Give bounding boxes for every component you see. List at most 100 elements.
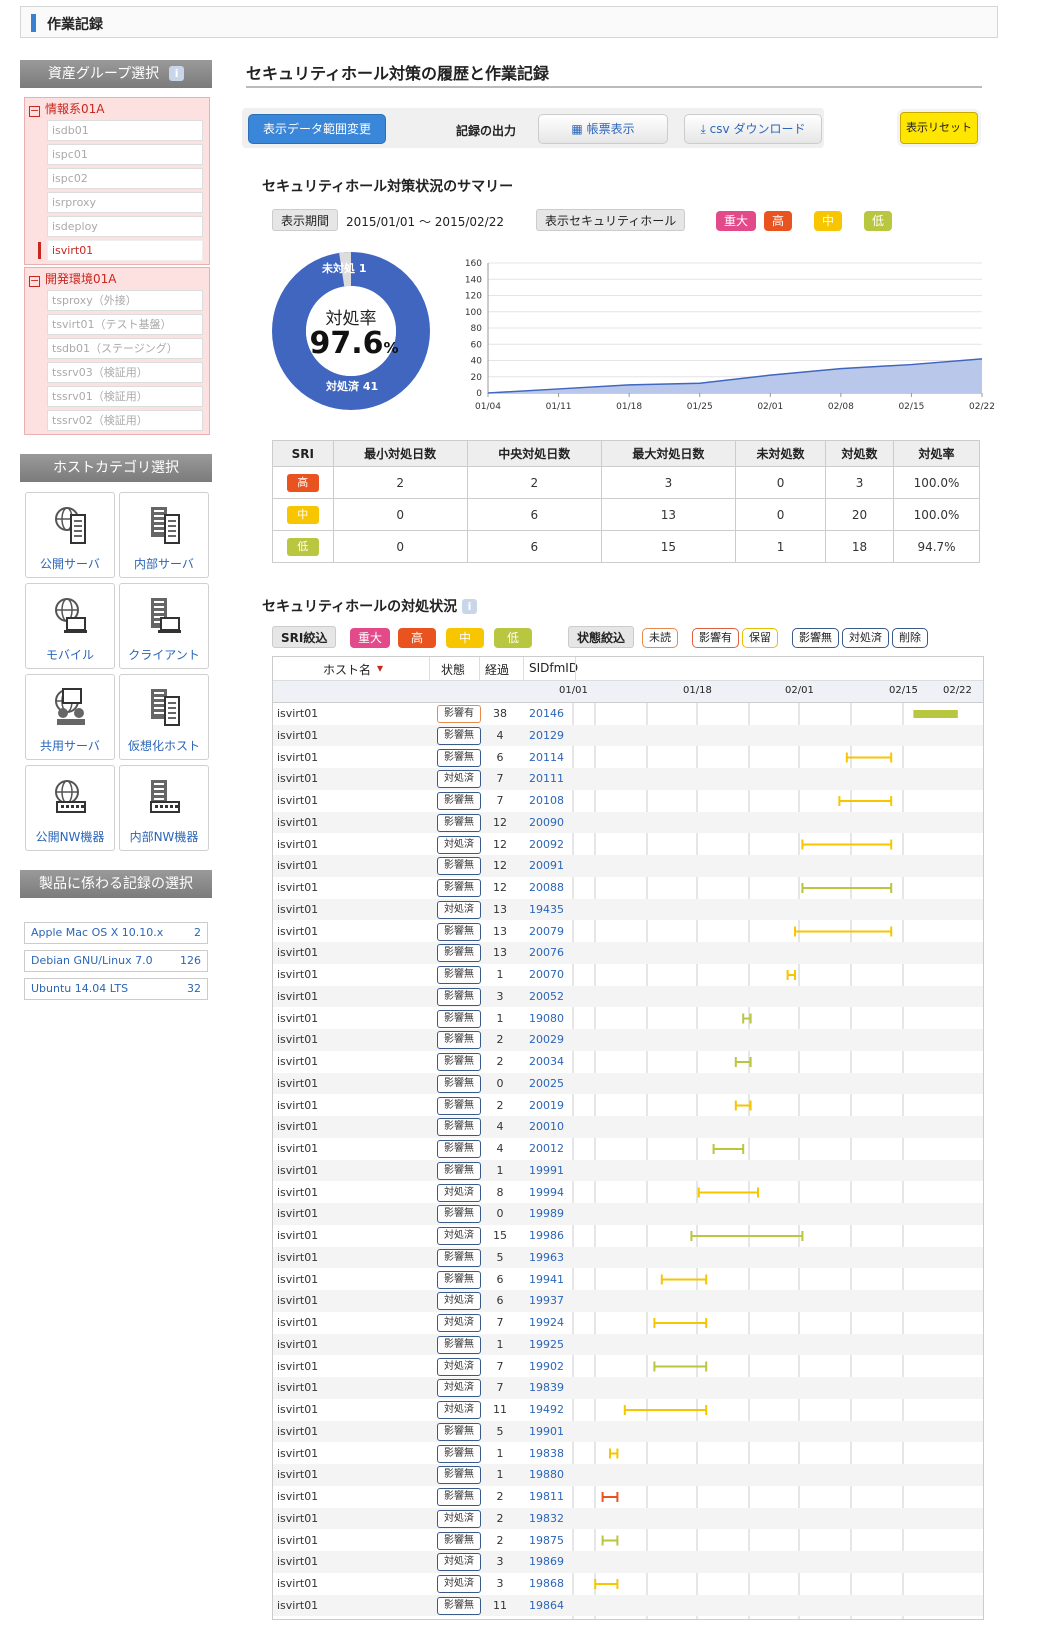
sidfm-id-link[interactable]: 20111	[529, 772, 564, 786]
state-badge[interactable]: 対処済	[437, 1183, 481, 1202]
state-filter-tag[interactable]: 影響有	[692, 628, 739, 648]
gantt-row[interactable]: isvirt01 対処済 6 19937	[273, 1290, 983, 1312]
sidfm-id-link[interactable]: 19925	[529, 1337, 564, 1351]
sidfm-id-link[interactable]: 20092	[529, 837, 564, 851]
state-badge[interactable]: 対処済	[437, 1575, 481, 1593]
sri-filter-tag[interactable]: 中	[446, 628, 484, 648]
sidfm-id-link[interactable]: 19901	[529, 1424, 564, 1438]
state-badge[interactable]: 影響無	[437, 1531, 481, 1550]
state-badge[interactable]: 影響無	[437, 1205, 481, 1224]
sidfm-id-link[interactable]: 20114	[529, 750, 564, 764]
sidfm-id-link[interactable]: 19869	[529, 1555, 564, 1569]
gantt-row[interactable]: isvirt01 影響無 2 19811	[273, 1486, 983, 1508]
gantt-row[interactable]: isvirt01 影響無 4 20012	[273, 1138, 983, 1160]
sri-filter-tag[interactable]: 高	[398, 628, 436, 648]
gantt-row[interactable]: isvirt01 対処済 7 19924	[273, 1312, 983, 1334]
gantt-row[interactable]: isvirt01 影響無 11 19864	[273, 1594, 983, 1617]
host-category-0[interactable]: 公開サーバ	[25, 492, 115, 578]
state-badge[interactable]: 対処済	[437, 1292, 481, 1311]
gantt-header-1[interactable]: 状態	[441, 663, 466, 677]
host-category-5[interactable]: 仮想化ホスト	[119, 674, 209, 760]
asset-item[interactable]: tssrv02（検証用）	[47, 410, 203, 431]
sidfm-id-link[interactable]: 19924	[529, 1316, 564, 1329]
sidfm-id-link[interactable]: 19880	[529, 1468, 564, 1482]
state-badge[interactable]: 影響無	[437, 1248, 481, 1267]
sidfm-id-link[interactable]: 20091	[529, 859, 564, 873]
asset-item[interactable]: tsproxy（外接）	[47, 290, 203, 311]
state-badge[interactable]: 影響無	[437, 748, 481, 767]
state-filter-tag[interactable]: 未読	[642, 628, 678, 648]
sidfm-id-link[interactable]: 20129	[529, 728, 564, 742]
asset-item[interactable]: ispc02	[47, 168, 203, 189]
state-badge[interactable]: 対処済	[437, 900, 481, 919]
gantt-row[interactable]: isvirt01 影響無 2 20029	[273, 1029, 983, 1051]
gantt-row[interactable]: isvirt01 対処済 7 20111	[273, 768, 983, 790]
state-badge[interactable]: 対処済	[437, 1401, 481, 1419]
sidfm-id-link[interactable]: 20010	[529, 1120, 564, 1134]
sidfm-id-link[interactable]: 19080	[529, 1011, 564, 1025]
state-badge[interactable]: 影響無	[437, 1488, 481, 1506]
sidfm-id-link[interactable]: 20146	[529, 707, 564, 720]
sidfm-id-link[interactable]: 20034	[529, 1055, 564, 1068]
gantt-row[interactable]: isvirt01 影響無 1 20070	[273, 964, 983, 986]
asset-item[interactable]: isdb01	[47, 120, 203, 141]
state-badge[interactable]: 対処済	[437, 1553, 481, 1572]
sidfm-id-link[interactable]: 19864	[529, 1598, 564, 1612]
sidfm-id-link[interactable]: 19986	[529, 1229, 564, 1242]
state-filter-tag[interactable]: 対処済	[842, 628, 889, 648]
product-item[interactable]: Debian GNU/Linux 7.0 126	[24, 950, 208, 972]
gantt-row[interactable]: isvirt01 影響無 13 20079	[273, 921, 983, 943]
sidfm-id-link[interactable]: 20076	[529, 946, 564, 960]
gantt-row[interactable]: isvirt01 対処済 8 19994	[273, 1182, 983, 1204]
state-badge[interactable]: 影響無	[437, 857, 481, 876]
gantt-row[interactable]: isvirt01 影響無 1 19838	[273, 1443, 983, 1465]
sidfm-id-link[interactable]: 20012	[529, 1142, 564, 1155]
state-badge[interactable]: 影響無	[437, 1444, 481, 1463]
sidfm-id-link[interactable]: 20079	[529, 924, 564, 938]
info-icon[interactable]: i	[462, 599, 478, 614]
gantt-row[interactable]: isvirt01 対処済 7 19839	[273, 1377, 983, 1399]
gantt-row[interactable]: isvirt01 影響無 5 19963	[273, 1246, 983, 1269]
sidfm-id-link[interactable]: 19839	[529, 1381, 564, 1395]
reset-button[interactable]: 表示リセット	[900, 112, 978, 144]
gantt-row[interactable]: isvirt01 影響無 6 20114	[273, 747, 983, 769]
gantt-row[interactable]: isvirt01 対処済 2 19832	[273, 1507, 983, 1530]
gantt-row[interactable]: isvirt01 影響無 0 19989	[273, 1203, 983, 1225]
asset-item[interactable]: tssrv01（検証用）	[47, 386, 203, 407]
product-item[interactable]: Ubuntu 14.04 LTS 32	[24, 978, 208, 1000]
gantt-row[interactable]: isvirt01 影響有 38 20146	[273, 703, 983, 725]
state-badge[interactable]: 影響無	[437, 1053, 481, 1071]
state-badge[interactable]: 対処済	[437, 1357, 481, 1376]
gantt-row[interactable]: isvirt01 影響無 0 20025	[273, 1072, 983, 1095]
gantt-row[interactable]: isvirt01 影響無 5 19901	[273, 1420, 983, 1443]
sidfm-id-link[interactable]: 19492	[529, 1403, 564, 1416]
sidfm-id-link[interactable]: 19963	[529, 1250, 564, 1264]
sidfm-id-link[interactable]: 20029	[529, 1033, 564, 1047]
state-filter-tag[interactable]: 影響無	[792, 628, 839, 648]
gantt-row[interactable]: isvirt01 影響無 2 19875	[273, 1530, 983, 1552]
asset-group-label[interactable]: − 開発環境01A	[25, 268, 209, 290]
state-badge[interactable]: 影響無	[437, 792, 481, 810]
asset-item[interactable]: ispc01	[47, 144, 203, 165]
gantt-row[interactable]: isvirt01 対処済 3 19868	[273, 1573, 983, 1595]
state-badge[interactable]: 対処済	[437, 1227, 481, 1245]
gantt-row[interactable]: isvirt01 対処済 11 19492	[273, 1399, 983, 1421]
sidfm-id-link[interactable]: 19811	[529, 1490, 564, 1503]
sidfm-id-link[interactable]: 19941	[529, 1272, 564, 1286]
sidfm-id-link[interactable]: 19994	[529, 1185, 564, 1199]
sidfm-id-link[interactable]: 20070	[529, 968, 564, 981]
state-badge[interactable]: 影響無	[437, 944, 481, 963]
info-icon[interactable]: i	[169, 66, 185, 81]
state-badge[interactable]: 影響無	[437, 1074, 481, 1093]
gantt-row[interactable]: isvirt01 影響無 7 20108	[273, 790, 983, 812]
gantt-row[interactable]: isvirt01 対処済 12 20092	[273, 834, 983, 856]
gantt-row[interactable]: isvirt01 影響無 1 19080	[273, 1008, 983, 1030]
gantt-row[interactable]: isvirt01 影響無 1 19991	[273, 1159, 983, 1182]
gantt-row[interactable]: isvirt01 影響無 4 20010	[273, 1116, 983, 1138]
gantt-row[interactable]: isvirt01 対処済 15 19986	[273, 1225, 983, 1247]
gantt-row[interactable]: isvirt01 影響無 1 19925	[273, 1333, 983, 1356]
gantt-row[interactable]: isvirt01 影響無 3 20052	[273, 985, 983, 1008]
state-badge[interactable]: 影響無	[437, 1422, 481, 1441]
state-badge[interactable]: 影響無	[437, 1140, 481, 1158]
state-badge[interactable]: 影響無	[437, 726, 481, 745]
